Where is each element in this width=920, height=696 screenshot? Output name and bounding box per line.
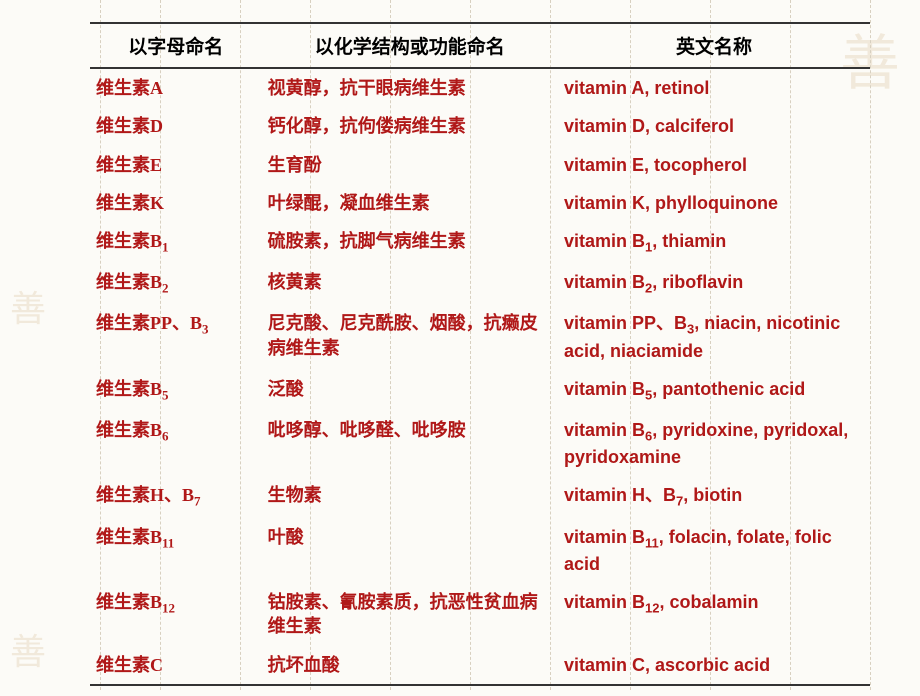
cell-english-name: vitamin E, tocopherol (558, 146, 870, 184)
cell-english-name: vitamin C, ascorbic acid (558, 646, 870, 685)
cell-english-name: vitamin PP、B3, niacin, nicotinic acid, n… (558, 304, 870, 369)
cell-english-name: vitamin H、B7, biotin (558, 476, 870, 517)
table-row: 维生素PP、B3尼克酸、尼克酰胺、烟酸，抗癞皮病维生素vitamin PP、B3… (90, 304, 870, 369)
table-row: 维生素B12钴胺素、氰胺素质，抗恶性贫血病维生素vitamin B12, cob… (90, 583, 870, 646)
header-letter-name: 以字母命名 (90, 23, 262, 68)
cell-english-name: vitamin B6, pyridoxine, pyridoxal, pyrid… (558, 411, 870, 476)
table-row: 维生素K叶绿醌，凝血维生素vitamin K, phylloquinone (90, 184, 870, 222)
cell-letter-name: 维生素B2 (90, 263, 262, 304)
cell-chemical-name: 叶绿醌，凝血维生素 (262, 184, 558, 222)
cell-chemical-name: 钴胺素、氰胺素质，抗恶性贫血病维生素 (262, 583, 558, 646)
cell-chemical-name: 核黄素 (262, 263, 558, 304)
cell-letter-name: 维生素B1 (90, 222, 262, 263)
cell-chemical-name: 吡哆醇、吡哆醛、吡哆胺 (262, 411, 558, 476)
cell-letter-name: 维生素B5 (90, 370, 262, 411)
table-row: 维生素B5泛酸vitamin B5, pantothenic acid (90, 370, 870, 411)
table-row: 维生素B11叶酸vitamin B11, folacin, folate, fo… (90, 518, 870, 583)
cell-chemical-name: 尼克酸、尼克酰胺、烟酸，抗癞皮病维生素 (262, 304, 558, 369)
cell-chemical-name: 抗坏血酸 (262, 646, 558, 685)
cell-chemical-name: 视黄醇，抗干眼病维生素 (262, 68, 558, 107)
vitamin-table: 以字母命名 以化学结构或功能命名 英文名称 维生素A视黄醇，抗干眼病维生素vit… (90, 22, 870, 686)
table-row: 维生素C抗坏血酸vitamin C, ascorbic acid (90, 646, 870, 685)
table-row: 维生素A视黄醇，抗干眼病维生素vitamin A, retinol (90, 68, 870, 107)
table-body: 维生素A视黄醇，抗干眼病维生素vitamin A, retinol维生素D钙化醇… (90, 68, 870, 685)
cell-english-name: vitamin B2, riboflavin (558, 263, 870, 304)
cell-letter-name: 维生素K (90, 184, 262, 222)
table-row: 维生素B1硫胺素，抗脚气病维生素vitamin B1, thiamin (90, 222, 870, 263)
cell-letter-name: 维生素B6 (90, 411, 262, 476)
cell-letter-name: 维生素A (90, 68, 262, 107)
cell-chemical-name: 钙化醇，抗佝偻病维生素 (262, 107, 558, 145)
header-chemical-name: 以化学结构或功能命名 (262, 23, 558, 68)
table-header-row: 以字母命名 以化学结构或功能命名 英文名称 (90, 23, 870, 68)
table-row: 维生素B2核黄素vitamin B2, riboflavin (90, 263, 870, 304)
cell-english-name: vitamin A, retinol (558, 68, 870, 107)
cell-chemical-name: 生物素 (262, 476, 558, 517)
cell-english-name: vitamin K, phylloquinone (558, 184, 870, 222)
cell-english-name: vitamin B1, thiamin (558, 222, 870, 263)
cell-english-name: vitamin B11, folacin, folate, folic acid (558, 518, 870, 583)
cell-letter-name: 维生素H、B7 (90, 476, 262, 517)
cell-english-name: vitamin B5, pantothenic acid (558, 370, 870, 411)
cell-letter-name: 维生素E (90, 146, 262, 184)
cell-letter-name: 维生素B12 (90, 583, 262, 646)
cell-letter-name: 维生素C (90, 646, 262, 685)
cell-chemical-name: 叶酸 (262, 518, 558, 583)
cell-letter-name: 维生素PP、B3 (90, 304, 262, 369)
cell-letter-name: 维生素B11 (90, 518, 262, 583)
cell-english-name: vitamin D, calciferol (558, 107, 870, 145)
cell-chemical-name: 生育酚 (262, 146, 558, 184)
cell-english-name: vitamin B12, cobalamin (558, 583, 870, 646)
cell-chemical-name: 泛酸 (262, 370, 558, 411)
vitamin-table-wrap: 以字母命名 以化学结构或功能命名 英文名称 维生素A视黄醇，抗干眼病维生素vit… (0, 0, 920, 696)
cell-chemical-name: 硫胺素，抗脚气病维生素 (262, 222, 558, 263)
table-row: 维生素B6吡哆醇、吡哆醛、吡哆胺vitamin B6, pyridoxine, … (90, 411, 870, 476)
cell-letter-name: 维生素D (90, 107, 262, 145)
header-english-name: 英文名称 (558, 23, 870, 68)
table-row: 维生素H、B7生物素vitamin H、B7, biotin (90, 476, 870, 517)
table-row: 维生素E生育酚vitamin E, tocopherol (90, 146, 870, 184)
table-row: 维生素D钙化醇，抗佝偻病维生素vitamin D, calciferol (90, 107, 870, 145)
